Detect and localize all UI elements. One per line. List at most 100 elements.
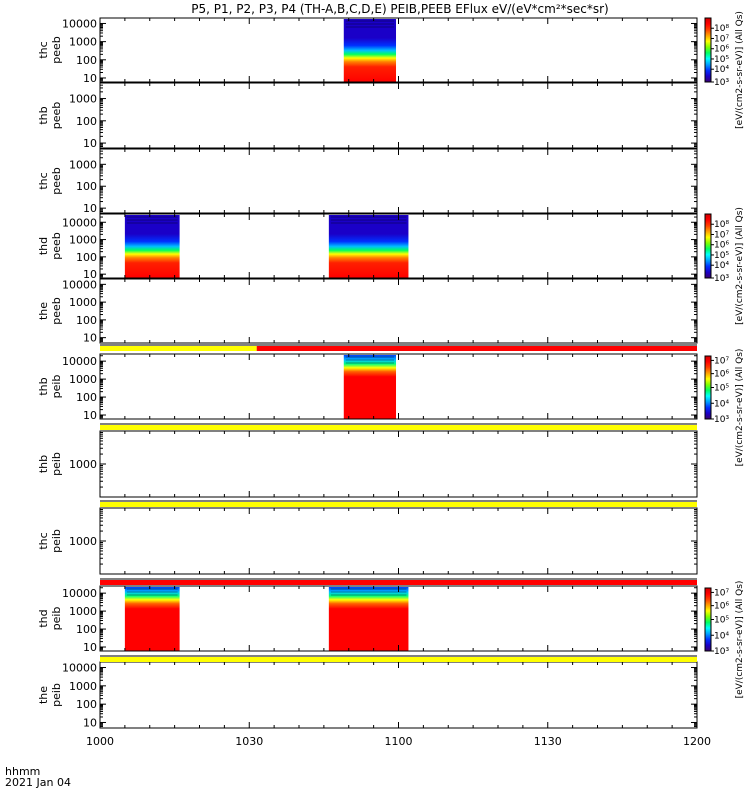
- y-tick-label: 100: [76, 698, 97, 711]
- panel-probe-label: thc: [37, 41, 50, 58]
- colorbar-tick-label: 10⁶: [714, 370, 729, 380]
- panel-probe-label: thb: [37, 106, 50, 124]
- x-axis-date-label: 2021 Jan 04: [5, 776, 71, 789]
- spectrogram-block: [328, 215, 409, 278]
- y-tick-label: 1000: [69, 158, 97, 171]
- y-tick-label: 1000: [69, 296, 97, 309]
- status-bar: [100, 423, 697, 430]
- colorbar-tick-label: 10⁸: [714, 24, 729, 34]
- spectrogram-block: [328, 587, 409, 651]
- y-tick-label: 1000: [69, 458, 97, 471]
- y-tick-label: 100: [76, 180, 97, 193]
- x-tick-label: 1200: [683, 735, 711, 748]
- colorbar-label: [eV/(cm2-s-sr-eV)] (All Qs): [735, 581, 745, 699]
- panel-product-label: peib: [50, 375, 63, 399]
- panel-frame: [99, 82, 698, 149]
- colorbar-tick-label: 10⁵: [714, 251, 729, 261]
- colorbar-strip: [704, 587, 712, 652]
- y-tick-label: 10: [83, 716, 97, 729]
- status-bar: [100, 578, 697, 585]
- colorbar-strip: [704, 17, 712, 83]
- status-bar-segment: [100, 502, 697, 507]
- panel-probe-label: thb: [37, 455, 50, 473]
- y-tick-label: 10: [83, 137, 97, 150]
- panel-product-label: peeb: [50, 102, 63, 130]
- x-tick-label: 1030: [235, 735, 263, 748]
- colorbar-tick-label: 10³: [714, 415, 729, 425]
- y-tick-label: 1000: [69, 680, 97, 693]
- y-tick-label: 100: [76, 623, 97, 636]
- y-tick-label: 1000: [69, 36, 97, 49]
- status-bar-segment: [100, 425, 697, 430]
- colorbar-label: [eV/(cm2-s-sr-eV)] (All Qs): [735, 11, 745, 129]
- colorbar-tick-label: 10⁵: [714, 384, 729, 394]
- panel-probe-label: thd: [37, 237, 50, 255]
- x-axis: 1000 1030 1100 1130 1200: [86, 735, 711, 748]
- panel-probe-label: the: [37, 686, 50, 704]
- colorbar-tick-label: 10⁷: [714, 230, 729, 240]
- y-tick-label: 10000: [62, 587, 97, 600]
- y-tick-label: 10: [83, 72, 97, 85]
- colorbar-tick-label: 10⁷: [714, 588, 729, 598]
- panel-thc-peeb: 10000 1000 100 10 thc peeb: [37, 17, 698, 85]
- panel-frame: [99, 278, 698, 344]
- y-tick-label: 100: [76, 251, 97, 264]
- panel-probe-label: thc: [37, 172, 50, 189]
- y-tick-label: 10000: [62, 662, 97, 675]
- panel-thc-peib: 1000 thc peib: [37, 507, 698, 575]
- colorbar-strip: [704, 213, 712, 279]
- panel-probe-label: thd: [37, 609, 50, 627]
- y-tick-label: 10: [83, 409, 97, 422]
- y-tick-label: 10: [83, 202, 97, 215]
- panel-frame: [99, 507, 698, 575]
- panel-thb-peeb: 1000 100 10 thb peeb: [37, 82, 698, 150]
- spectrogram-block: [124, 587, 180, 651]
- y-tick-label: 10: [83, 332, 97, 345]
- y-tick-label: 10: [83, 268, 97, 281]
- status-bar: [100, 655, 697, 662]
- x-tick-label: 1100: [385, 735, 413, 748]
- panel-product-label: peeb: [50, 232, 63, 260]
- colorbar-tick-label: 10⁵: [714, 55, 729, 65]
- panel-thc-peeb: 1000 100 10 thc peeb: [37, 148, 698, 215]
- spectrogram-block: [343, 355, 397, 419]
- panel-thd-peeb: 10000 1000 100 10 thd peeb: [37, 213, 698, 281]
- colorbar-tick-label: 10⁴: [714, 261, 729, 271]
- y-tick-label: 10000: [62, 278, 97, 291]
- panel-probe-label: thc: [37, 532, 50, 549]
- status-bar-segment: [100, 657, 697, 662]
- panel-product-label: peeb: [50, 167, 63, 195]
- colorbar-tick-label: 10⁵: [714, 616, 729, 626]
- chart-title: P5, P1, P2, P3, P4 (TH-A,B,C,D,E) PEIB,P…: [191, 2, 608, 16]
- colorbar-tick-label: 10³: [714, 78, 729, 88]
- status-bar: [100, 500, 697, 507]
- x-tick-label: 1130: [534, 735, 562, 748]
- panel-product-label: peib: [50, 529, 63, 553]
- colorbar-label: [eV/(cm2-s-sr-eV)] (All Qs): [735, 207, 745, 325]
- y-tick-label: 100: [76, 115, 97, 128]
- colorbar-tick-label: 10⁶: [714, 241, 729, 251]
- colorbar-tick-label: 10³: [714, 647, 729, 657]
- panel-product-label: peeb: [50, 297, 63, 325]
- y-tick-label: 10000: [62, 355, 97, 368]
- panel-product-label: peib: [50, 452, 63, 476]
- panel-frame: [99, 661, 698, 729]
- panel-thd-peib: 10000 1000 100 10 thd peib: [37, 585, 698, 654]
- panel-the-peeb: 10000 1000 100 10 the peeb: [37, 278, 698, 345]
- spectrogram-block: [124, 215, 180, 278]
- panel-thb-peib: 1000 thb peib: [37, 430, 698, 498]
- panel-frame: [99, 430, 698, 498]
- panel-thb-peib: 10000 1000 100 10 thb peib: [37, 353, 698, 422]
- colorbar-tick-label: 10⁴: [714, 399, 729, 409]
- y-tick-label: 100: [76, 54, 97, 67]
- panel-frame: [99, 353, 698, 420]
- status-bar: [100, 344, 697, 351]
- colorbar-tick-label: 10³: [714, 274, 729, 284]
- colorbar-tick-label: 10⁴: [714, 65, 729, 75]
- panel-frame: [99, 148, 698, 214]
- panel-product-label: peeb: [50, 36, 63, 64]
- colorbar-tick-label: 10⁴: [714, 631, 729, 641]
- colorbar-tick-label: 10⁶: [714, 602, 729, 612]
